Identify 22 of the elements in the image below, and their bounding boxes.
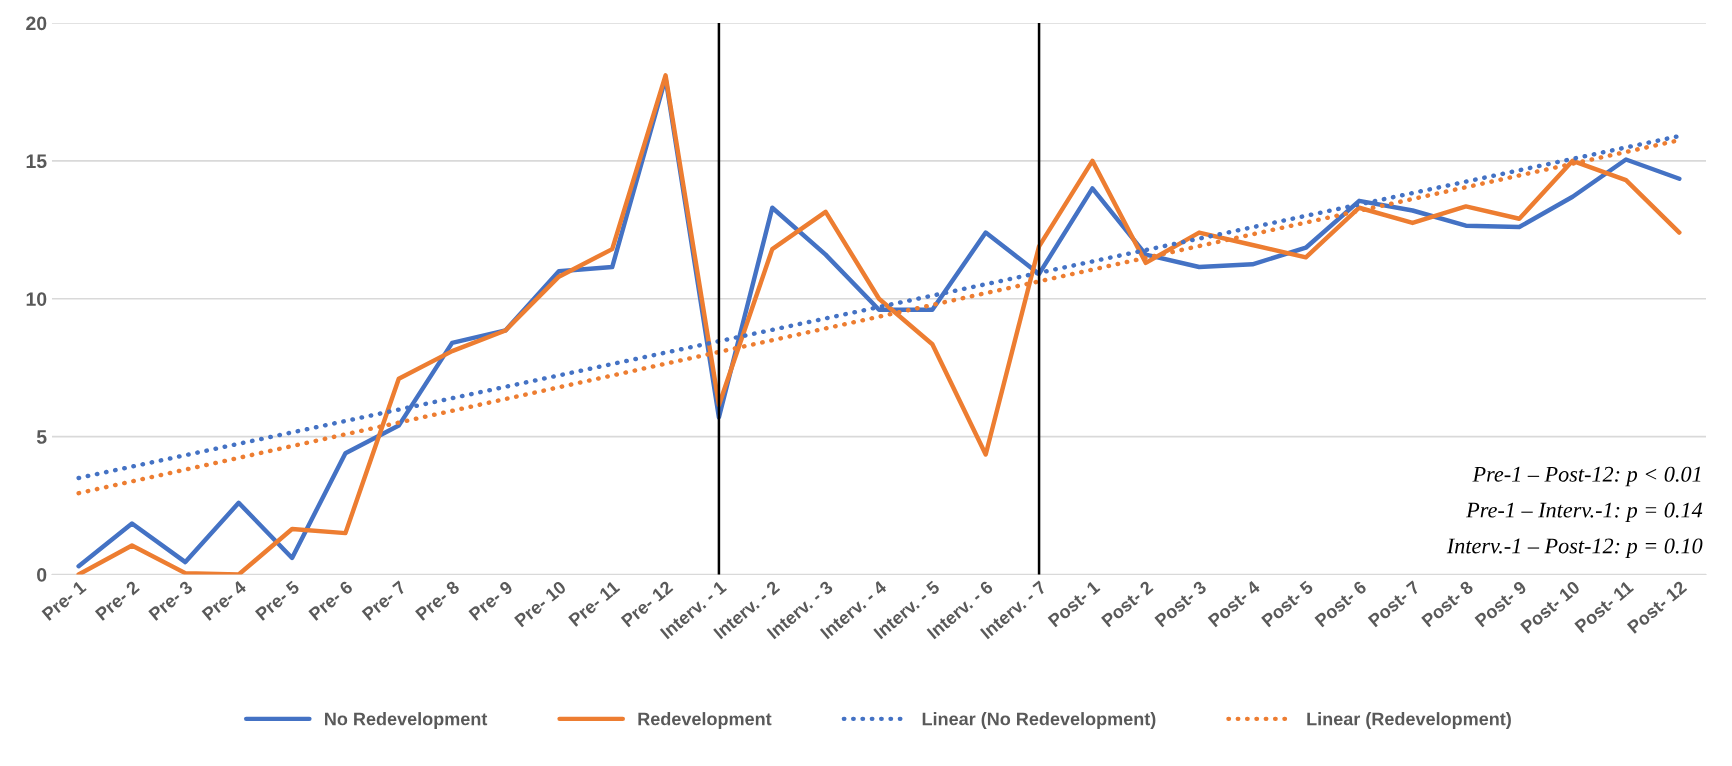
legend-label: Linear (No Redevelopment) <box>922 712 1156 729</box>
x-tick-label: Pre- 10 <box>513 580 567 628</box>
legend-label: Linear (Redevelopment) <box>1307 712 1511 729</box>
y-tick-label: 5 <box>36 430 47 444</box>
x-tick-label: Pre- 9 <box>468 580 514 621</box>
y-tick-label: 0 <box>37 567 47 582</box>
y-tick-label: 15 <box>26 154 47 169</box>
x-tick-label: Pre- 5 <box>254 580 301 621</box>
x-tick-label: Pre- 3 <box>148 580 194 622</box>
x-tick-label: Pre- 2 <box>94 580 140 621</box>
x-tick-label: Pre- 8 <box>414 580 461 621</box>
annotation: Pre-1 – Interv.-1: p = 0.14 <box>1466 502 1703 523</box>
y-tick-label: 10 <box>26 292 47 306</box>
x-tick-label: Pre- 6 <box>308 580 354 621</box>
legend-label: Redevelopment <box>638 712 772 729</box>
legend-label: No Redevelopment <box>325 712 488 729</box>
x-tick-label: Pre- 7 <box>361 580 407 621</box>
x-tick-label: Pre- 4 <box>201 579 248 621</box>
y-tick-label: 20 <box>26 16 47 31</box>
x-tick-label: Pre- 11 <box>568 580 621 627</box>
annotation: Interv.-1 – Post-12: p = 0.10 <box>1446 538 1703 558</box>
annotation: Pre-1 – Post-12: p < 0.01 <box>1472 466 1701 487</box>
